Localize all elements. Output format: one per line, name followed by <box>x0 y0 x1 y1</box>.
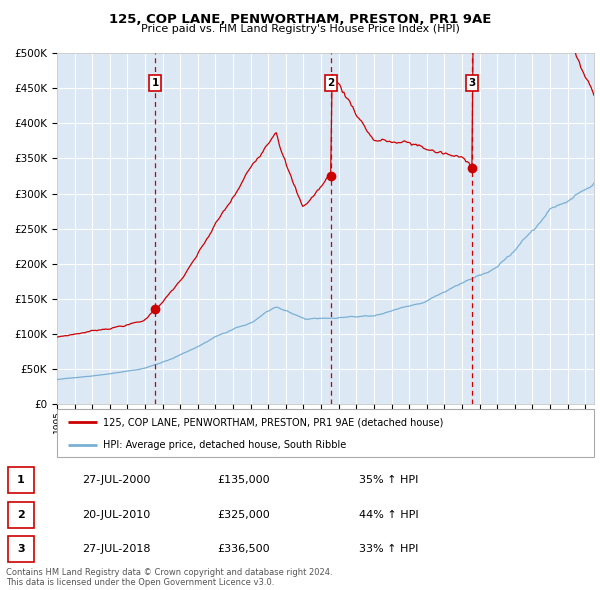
FancyBboxPatch shape <box>8 467 34 493</box>
Text: 35% ↑ HPI: 35% ↑ HPI <box>359 476 418 486</box>
Text: 3: 3 <box>17 544 25 554</box>
Text: 33% ↑ HPI: 33% ↑ HPI <box>359 544 418 554</box>
Text: 125, COP LANE, PENWORTHAM, PRESTON, PR1 9AE (detached house): 125, COP LANE, PENWORTHAM, PRESTON, PR1 … <box>103 417 443 427</box>
Text: 1: 1 <box>151 78 158 88</box>
Text: £325,000: £325,000 <box>218 510 271 520</box>
Text: £336,500: £336,500 <box>218 544 271 554</box>
Text: 125, COP LANE, PENWORTHAM, PRESTON, PR1 9AE: 125, COP LANE, PENWORTHAM, PRESTON, PR1 … <box>109 13 491 26</box>
Text: 2: 2 <box>17 510 25 520</box>
Text: 1: 1 <box>17 476 25 486</box>
Text: 20-JUL-2010: 20-JUL-2010 <box>82 510 151 520</box>
Text: 3: 3 <box>469 78 476 88</box>
Text: 27-JUL-2000: 27-JUL-2000 <box>82 476 151 486</box>
Text: 2: 2 <box>327 78 334 88</box>
Text: 44% ↑ HPI: 44% ↑ HPI <box>359 510 418 520</box>
Text: Contains HM Land Registry data © Crown copyright and database right 2024.
This d: Contains HM Land Registry data © Crown c… <box>6 568 332 587</box>
Text: 27-JUL-2018: 27-JUL-2018 <box>82 544 151 554</box>
Text: Price paid vs. HM Land Registry's House Price Index (HPI): Price paid vs. HM Land Registry's House … <box>140 24 460 34</box>
Text: HPI: Average price, detached house, South Ribble: HPI: Average price, detached house, Sout… <box>103 440 346 450</box>
FancyBboxPatch shape <box>8 536 34 562</box>
FancyBboxPatch shape <box>57 409 594 457</box>
Text: £135,000: £135,000 <box>218 476 271 486</box>
FancyBboxPatch shape <box>8 502 34 528</box>
